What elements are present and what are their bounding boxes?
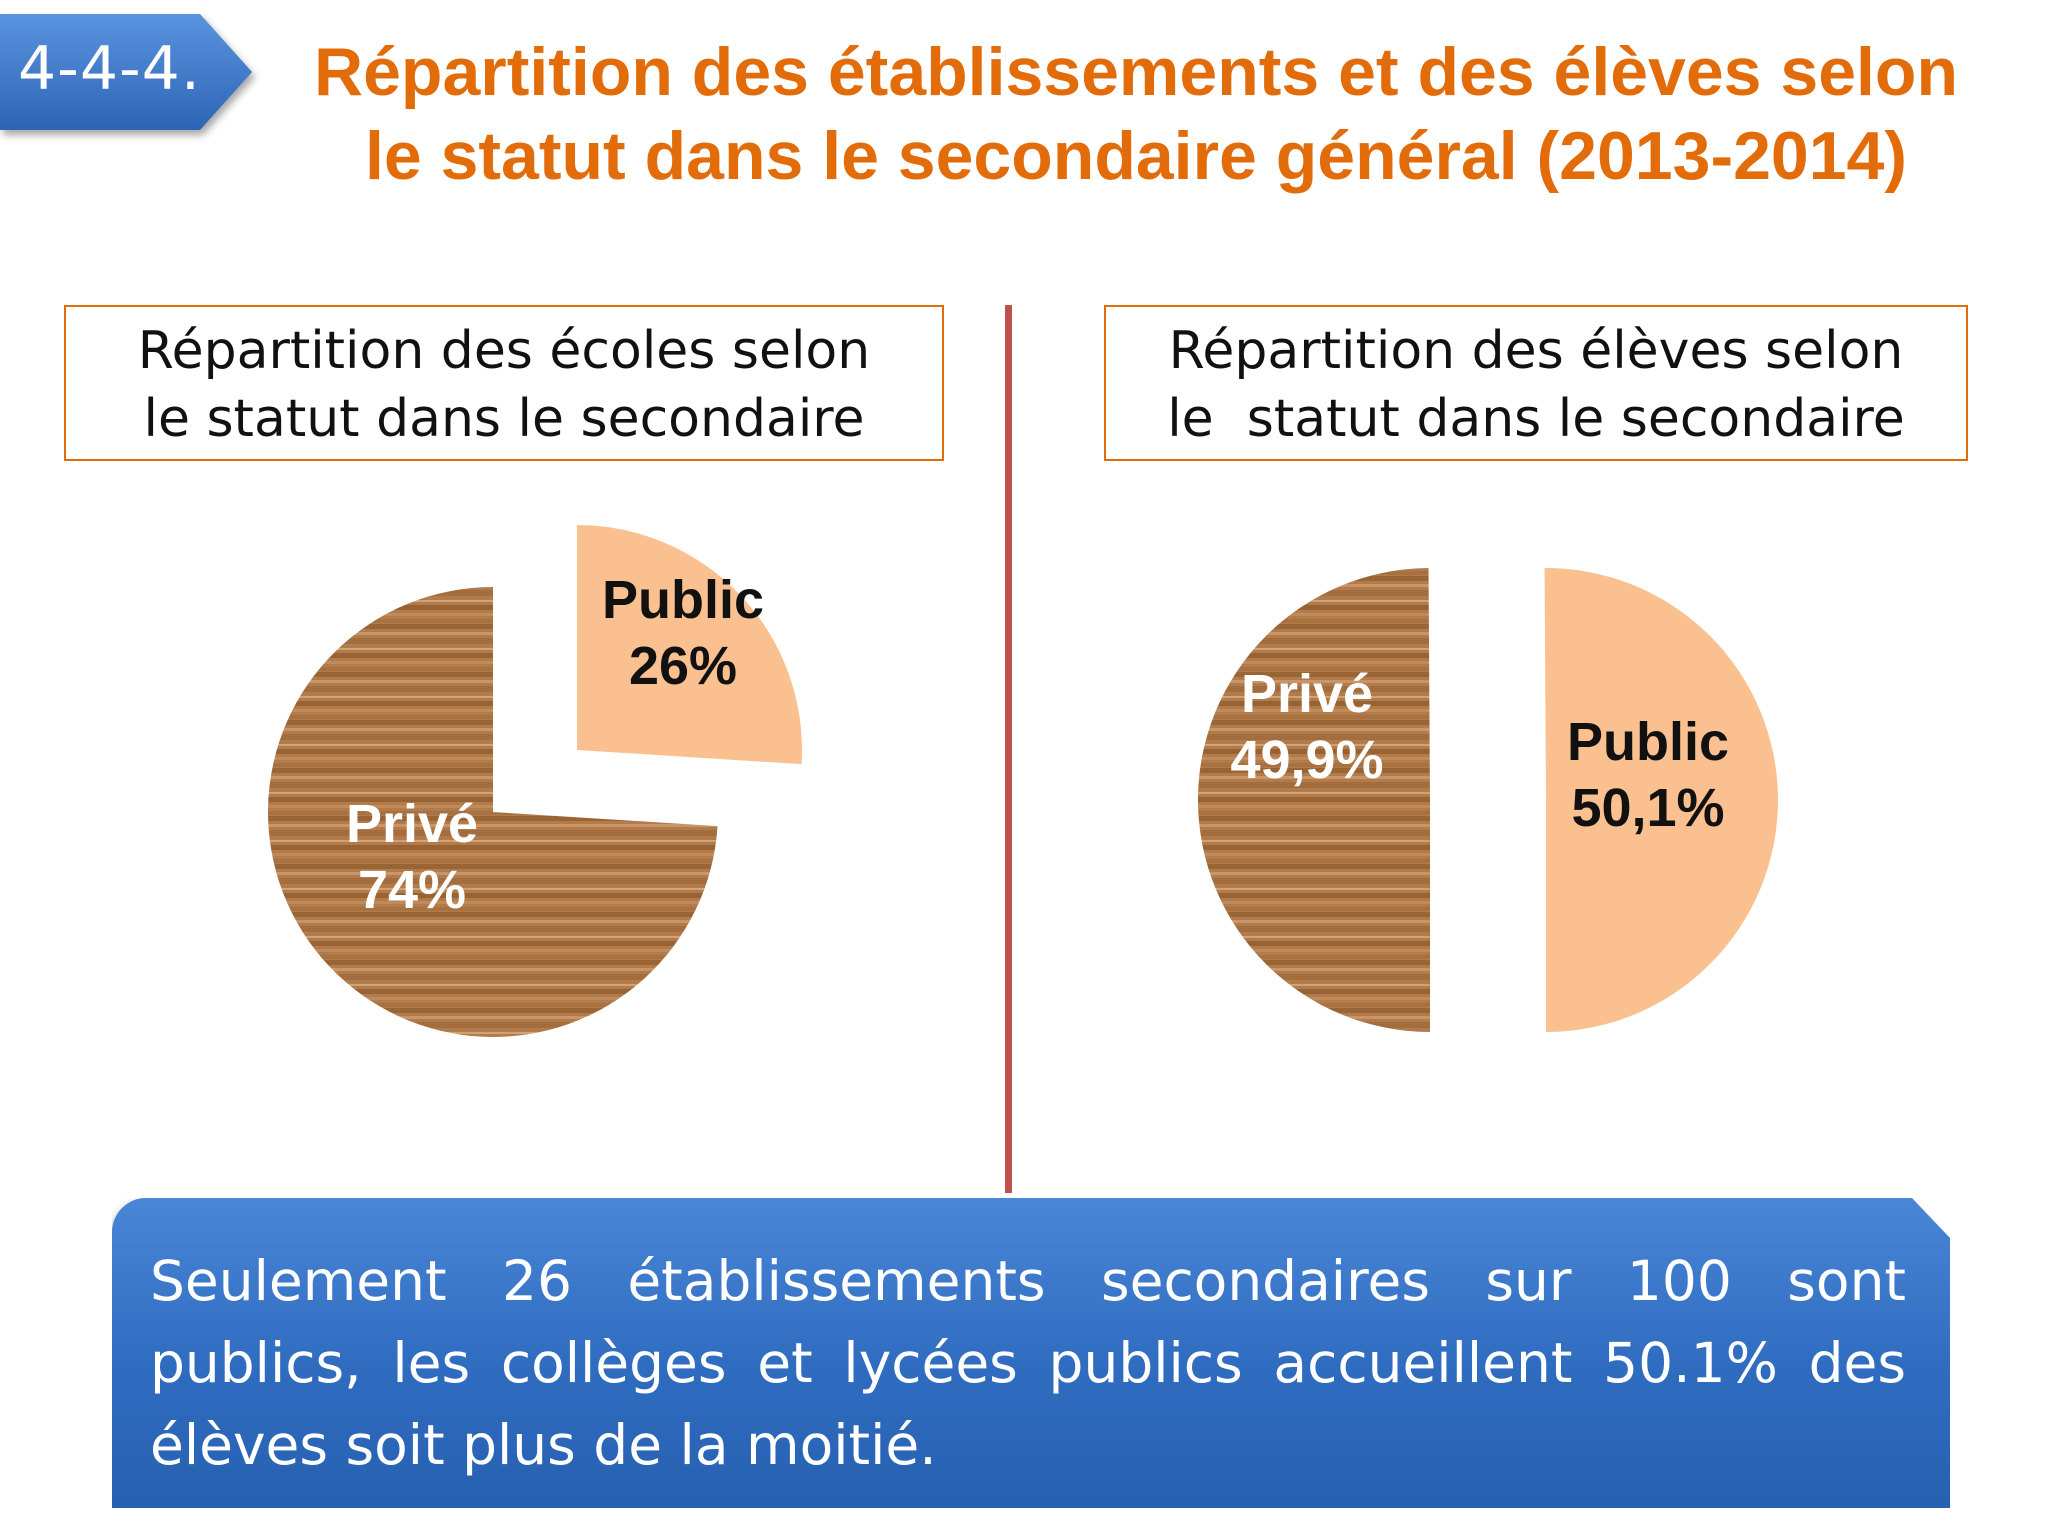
pie-2-label-prive-name: Privé — [1241, 664, 1373, 724]
chart-1-title-line-2: le statut dans le secondaire — [143, 389, 865, 449]
chart-2-title-box: Répartition des élèves selon le statut d… — [1104, 305, 1968, 461]
summary-callout: Seulement 26 établissements secondaires … — [112, 1198, 1950, 1508]
pie-2-slice-prive — [1197, 568, 1430, 1032]
chart-1-title-line-1: Répartition des écoles selon — [137, 321, 871, 381]
pie-1-label-public-name: Public — [602, 570, 764, 630]
page-title-line-2: le statut dans le secondaire général (20… — [364, 118, 1908, 194]
page-title: Répartition des établissements et des él… — [266, 30, 2006, 198]
chart-2-title-line-1: Répartition des élèves selon — [1168, 321, 1904, 381]
pie-2-slice-public — [1544, 568, 1778, 1032]
pie-2-label-prive-value: 49,9% — [1230, 730, 1383, 790]
section-badge-shape — [0, 14, 252, 130]
pie-1-slice-public — [577, 525, 803, 765]
pie-1-label-prive-value: 74% — [358, 860, 466, 920]
pie-1-slice-prive — [268, 587, 718, 1037]
pie-1-label-prive-name: Privé — [346, 794, 478, 854]
pie-2-label-public-value: 50,1% — [1571, 778, 1724, 838]
chart-2-title-line-2: le statut dans le secondaire — [1167, 389, 1905, 449]
vertical-divider — [1005, 305, 1012, 1193]
page-title-line-1: Répartition des établissements et des él… — [314, 34, 1958, 110]
pie-1-label-public-value: 26% — [629, 636, 737, 696]
section-number: 4-4-4. — [18, 34, 201, 104]
chart-1-title-box: Répartition des écoles selon le statut d… — [64, 305, 944, 461]
pie-2-label-public-name: Public — [1567, 712, 1729, 772]
